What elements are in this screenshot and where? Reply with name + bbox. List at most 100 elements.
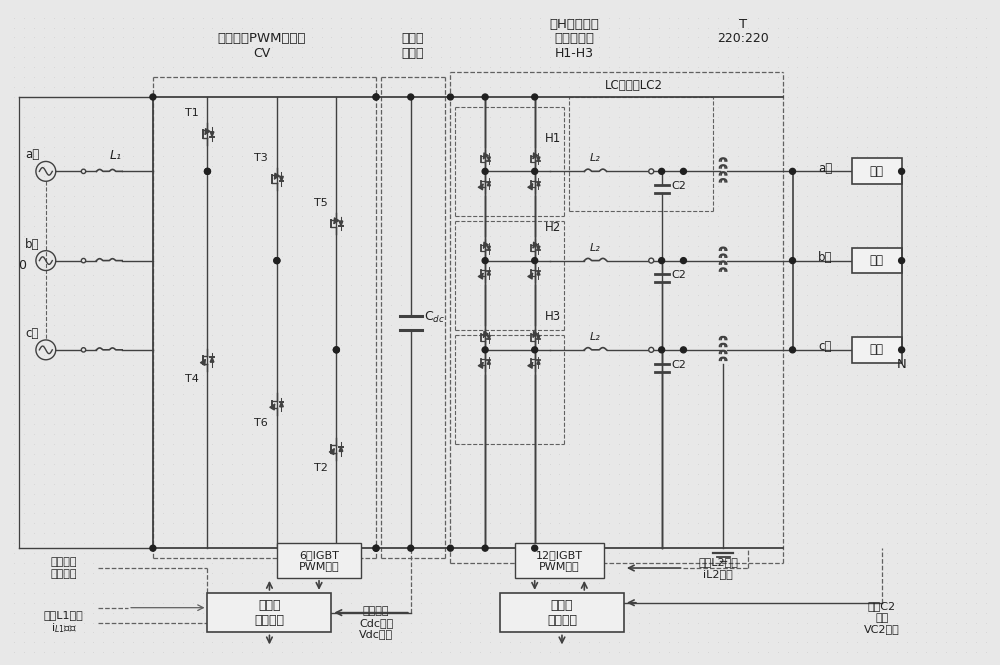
Circle shape xyxy=(447,545,453,551)
Circle shape xyxy=(659,347,665,353)
Text: 三H桥三相四: 三H桥三相四 xyxy=(549,17,599,31)
Circle shape xyxy=(680,257,686,263)
Circle shape xyxy=(649,169,654,174)
Polygon shape xyxy=(210,357,214,362)
Polygon shape xyxy=(537,182,540,186)
Text: L₂: L₂ xyxy=(590,243,601,253)
Text: 直流电容
Cdc电压
Vdc检测: 直流电容 Cdc电压 Vdc检测 xyxy=(359,606,393,639)
Polygon shape xyxy=(537,246,540,250)
Text: 负载: 负载 xyxy=(870,254,884,267)
Text: T: T xyxy=(739,17,747,31)
Circle shape xyxy=(680,347,686,353)
Text: 电感L1电流
i$_{L1}$检测: 电感L1电流 i$_{L1}$检测 xyxy=(44,610,84,636)
Text: H1-H3: H1-H3 xyxy=(555,47,594,61)
Circle shape xyxy=(333,347,339,353)
Circle shape xyxy=(204,168,210,174)
Circle shape xyxy=(899,168,905,174)
Bar xyxy=(852,158,902,184)
Text: 电感L2电流
iL2检测: 电感L2电流 iL2检测 xyxy=(698,557,738,579)
Text: 压电容: 压电容 xyxy=(401,47,424,61)
Circle shape xyxy=(408,94,414,100)
Text: 负载: 负载 xyxy=(870,343,884,356)
Circle shape xyxy=(482,347,488,353)
Circle shape xyxy=(204,168,210,174)
Text: T1: T1 xyxy=(185,108,198,118)
Circle shape xyxy=(649,258,654,263)
Bar xyxy=(277,543,361,578)
Circle shape xyxy=(649,347,654,352)
Circle shape xyxy=(274,257,280,263)
Circle shape xyxy=(373,94,379,100)
Text: C2: C2 xyxy=(672,360,686,370)
Text: H3: H3 xyxy=(545,310,561,323)
Circle shape xyxy=(532,94,538,100)
Circle shape xyxy=(790,168,796,174)
Text: c相: c相 xyxy=(25,327,39,340)
Text: 负载: 负载 xyxy=(870,165,884,178)
Circle shape xyxy=(659,168,665,174)
Text: T3: T3 xyxy=(254,153,268,163)
Circle shape xyxy=(482,257,488,263)
Circle shape xyxy=(81,169,86,174)
Text: L₂: L₂ xyxy=(590,154,601,164)
Text: L₁: L₁ xyxy=(109,150,121,162)
Circle shape xyxy=(482,168,488,174)
Circle shape xyxy=(150,545,156,551)
Text: T5: T5 xyxy=(314,198,327,207)
Circle shape xyxy=(81,348,86,352)
Text: T4: T4 xyxy=(185,374,199,384)
Text: C2: C2 xyxy=(672,181,686,192)
Text: a相: a相 xyxy=(25,148,39,162)
Text: 整流器
控制装置: 整流器 控制装置 xyxy=(254,598,284,626)
Circle shape xyxy=(373,545,379,551)
Polygon shape xyxy=(280,402,283,407)
Text: c相: c相 xyxy=(819,340,832,353)
Circle shape xyxy=(333,347,339,353)
Circle shape xyxy=(482,545,488,551)
Text: H2: H2 xyxy=(545,221,561,234)
Circle shape xyxy=(659,257,665,263)
Bar xyxy=(852,248,902,273)
Text: C2: C2 xyxy=(672,271,686,281)
Circle shape xyxy=(373,545,379,551)
Circle shape xyxy=(790,347,796,353)
Polygon shape xyxy=(537,336,540,339)
Polygon shape xyxy=(487,360,490,364)
Text: 线制逆变器: 线制逆变器 xyxy=(554,33,594,45)
Circle shape xyxy=(373,94,379,100)
Polygon shape xyxy=(487,182,490,186)
Polygon shape xyxy=(537,271,540,275)
Text: CV: CV xyxy=(253,47,271,61)
Bar xyxy=(500,593,624,632)
Text: L₂: L₂ xyxy=(590,332,601,342)
Bar xyxy=(515,543,604,578)
Polygon shape xyxy=(339,221,343,226)
Circle shape xyxy=(790,257,796,263)
Text: C$_{dc}$: C$_{dc}$ xyxy=(424,310,445,325)
Polygon shape xyxy=(339,447,343,452)
Text: T6: T6 xyxy=(254,418,268,428)
Text: 电容C2
电压
VC2检测: 电容C2 电压 VC2检测 xyxy=(864,601,900,634)
Bar xyxy=(207,593,331,632)
Text: 直流稳: 直流稳 xyxy=(401,33,424,45)
Circle shape xyxy=(532,347,538,353)
Text: N: N xyxy=(897,358,906,370)
Circle shape xyxy=(150,94,156,100)
Circle shape xyxy=(482,94,488,100)
Polygon shape xyxy=(487,246,490,250)
Text: 电源系统
电压检测: 电源系统 电压检测 xyxy=(50,557,77,579)
Circle shape xyxy=(81,259,86,263)
Circle shape xyxy=(680,168,686,174)
Circle shape xyxy=(408,545,414,551)
Text: 0: 0 xyxy=(18,259,26,272)
Circle shape xyxy=(447,94,453,100)
Circle shape xyxy=(899,347,905,353)
Text: H1: H1 xyxy=(545,132,561,144)
Polygon shape xyxy=(487,157,490,161)
Text: 逆变器
控制装置: 逆变器 控制装置 xyxy=(547,598,577,626)
Circle shape xyxy=(274,257,280,263)
Circle shape xyxy=(532,545,538,551)
Bar xyxy=(852,337,902,362)
Polygon shape xyxy=(537,157,540,161)
Polygon shape xyxy=(487,271,490,275)
